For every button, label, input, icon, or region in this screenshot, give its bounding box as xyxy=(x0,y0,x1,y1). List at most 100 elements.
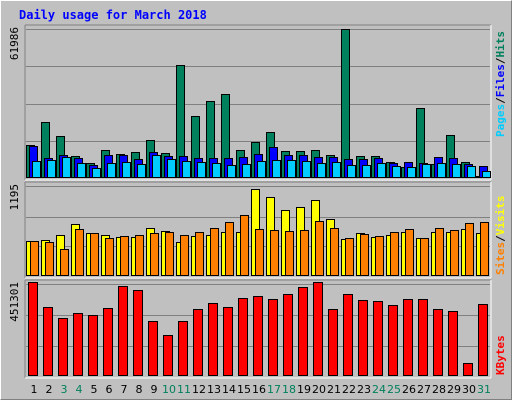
x-tick-label-day-11: 11 xyxy=(177,383,191,396)
bar-pages-day-30 xyxy=(467,166,476,178)
bar-sites-day-18 xyxy=(285,231,294,276)
x-tick-label-day-23: 23 xyxy=(357,383,371,396)
bar-kbytes-day-27 xyxy=(418,299,428,376)
bar-sites-day-12 xyxy=(195,232,204,276)
bar-pages-day-23 xyxy=(362,165,371,178)
max-value-label: 1195 xyxy=(8,184,21,211)
bar-kbytes-day-22 xyxy=(343,294,353,376)
bar-pages-day-2 xyxy=(47,160,56,178)
bar-sites-day-29 xyxy=(450,230,459,276)
x-tick-label-day-18: 18 xyxy=(282,383,296,396)
bar-sites-day-7 xyxy=(120,236,129,276)
bar-pages-day-22 xyxy=(347,165,356,178)
x-tick-label-day-26: 26 xyxy=(402,383,416,396)
x-tick-label-day-16: 16 xyxy=(252,383,266,396)
bar-sites-day-6 xyxy=(105,238,114,276)
bar-pages-day-20 xyxy=(317,163,326,178)
bar-pages-day-26 xyxy=(407,167,416,178)
x-tick-label-day-6: 6 xyxy=(106,383,113,396)
bar-sites-day-31 xyxy=(480,222,489,276)
x-tick-label-day-1: 1 xyxy=(31,383,38,396)
bar-kbytes-day-29 xyxy=(448,311,458,376)
bar-pages-day-6 xyxy=(107,163,116,178)
bar-kbytes-day-5 xyxy=(88,315,98,376)
bar-kbytes-day-12 xyxy=(193,309,203,376)
bar-kbytes-day-9 xyxy=(148,321,158,376)
bar-kbytes-day-31 xyxy=(478,304,488,376)
bar-sites-day-26 xyxy=(405,229,414,276)
legend-pages: Pages xyxy=(494,104,507,137)
bar-sites-day-17 xyxy=(270,230,279,276)
bar-kbytes-day-30 xyxy=(463,363,473,376)
x-tick-label-day-9: 9 xyxy=(151,383,158,396)
bar-pages-day-17 xyxy=(272,160,281,178)
bar-pages-day-9 xyxy=(152,155,161,178)
legend: Sites/Visits xyxy=(494,196,507,276)
bar-pages-day-3 xyxy=(62,157,71,178)
bar-kbytes-day-8 xyxy=(133,290,143,376)
bar-sites-day-8 xyxy=(135,235,144,276)
bar-sites-day-3 xyxy=(60,249,69,276)
bar-pages-day-21 xyxy=(332,162,341,178)
bar-pages-day-28 xyxy=(437,163,446,178)
bar-kbytes-day-25 xyxy=(388,305,398,376)
bar-pages-day-25 xyxy=(392,166,401,178)
x-tick-label-day-27: 27 xyxy=(417,383,431,396)
bar-sites-day-16 xyxy=(255,229,264,276)
legend-sites: Sites xyxy=(494,242,507,275)
x-tick-label-day-12: 12 xyxy=(192,383,206,396)
bar-pages-day-29 xyxy=(452,164,461,178)
bar-sites-day-19 xyxy=(300,230,309,276)
bar-sites-day-2 xyxy=(45,242,54,276)
x-tick-label-day-30: 30 xyxy=(462,383,476,396)
bar-pages-day-10 xyxy=(167,159,176,178)
bar-kbytes-day-14 xyxy=(223,307,233,376)
bar-sites-day-10 xyxy=(165,232,174,276)
bar-kbytes-day-23 xyxy=(358,300,368,376)
x-tick-label-day-17: 17 xyxy=(267,383,281,396)
x-tick-label-day-7: 7 xyxy=(121,383,128,396)
x-tick-label-day-25: 25 xyxy=(387,383,401,396)
bar-pages-day-11 xyxy=(182,161,191,178)
bar-sites-day-13 xyxy=(210,228,219,276)
x-tick-label-day-22: 22 xyxy=(342,383,356,396)
bar-kbytes-day-24 xyxy=(373,301,383,376)
bar-sites-day-11 xyxy=(180,235,189,276)
bar-kbytes-day-20 xyxy=(313,282,323,376)
legend: KBytes xyxy=(494,335,507,375)
bar-sites-day-9 xyxy=(150,233,159,276)
x-tick-label-day-20: 20 xyxy=(312,383,326,396)
bar-pages-day-16 xyxy=(257,161,266,178)
bar-kbytes-day-2 xyxy=(43,307,53,376)
bar-kbytes-day-28 xyxy=(433,309,443,376)
bar-sites-day-25 xyxy=(390,232,399,276)
x-tick-label-day-8: 8 xyxy=(136,383,143,396)
bar-pages-day-14 xyxy=(227,165,236,178)
bar-sites-day-28 xyxy=(435,228,444,276)
bar-sites-day-4 xyxy=(75,229,84,276)
bar-pages-day-24 xyxy=(377,163,386,178)
bar-pages-day-8 xyxy=(137,164,146,178)
bar-sites-day-15 xyxy=(240,215,249,276)
bar-kbytes-day-17 xyxy=(268,299,278,376)
bar-pages-day-15 xyxy=(242,164,251,178)
legend-separator: / xyxy=(494,57,507,64)
bar-kbytes-day-11 xyxy=(178,321,188,376)
bar-pages-day-13 xyxy=(212,163,221,178)
bar-kbytes-day-4 xyxy=(73,313,83,376)
bar-pages-day-1 xyxy=(32,161,41,178)
legend-files: Files xyxy=(494,64,507,97)
x-tick-label-day-13: 13 xyxy=(207,383,221,396)
x-tick-label-day-3: 3 xyxy=(61,383,68,396)
bar-pages-day-5 xyxy=(92,168,101,178)
legend-hits: Hits xyxy=(494,31,507,58)
bar-kbytes-day-6 xyxy=(103,308,113,376)
legend-visits: Visits xyxy=(494,196,507,236)
x-tick-label-day-2: 2 xyxy=(46,383,53,396)
max-value-label: 61986 xyxy=(8,27,21,60)
bar-kbytes-day-3 xyxy=(58,318,68,376)
bar-kbytes-day-1 xyxy=(28,282,38,376)
x-tick-label-day-21: 21 xyxy=(327,383,341,396)
bar-sites-day-1 xyxy=(30,241,39,276)
